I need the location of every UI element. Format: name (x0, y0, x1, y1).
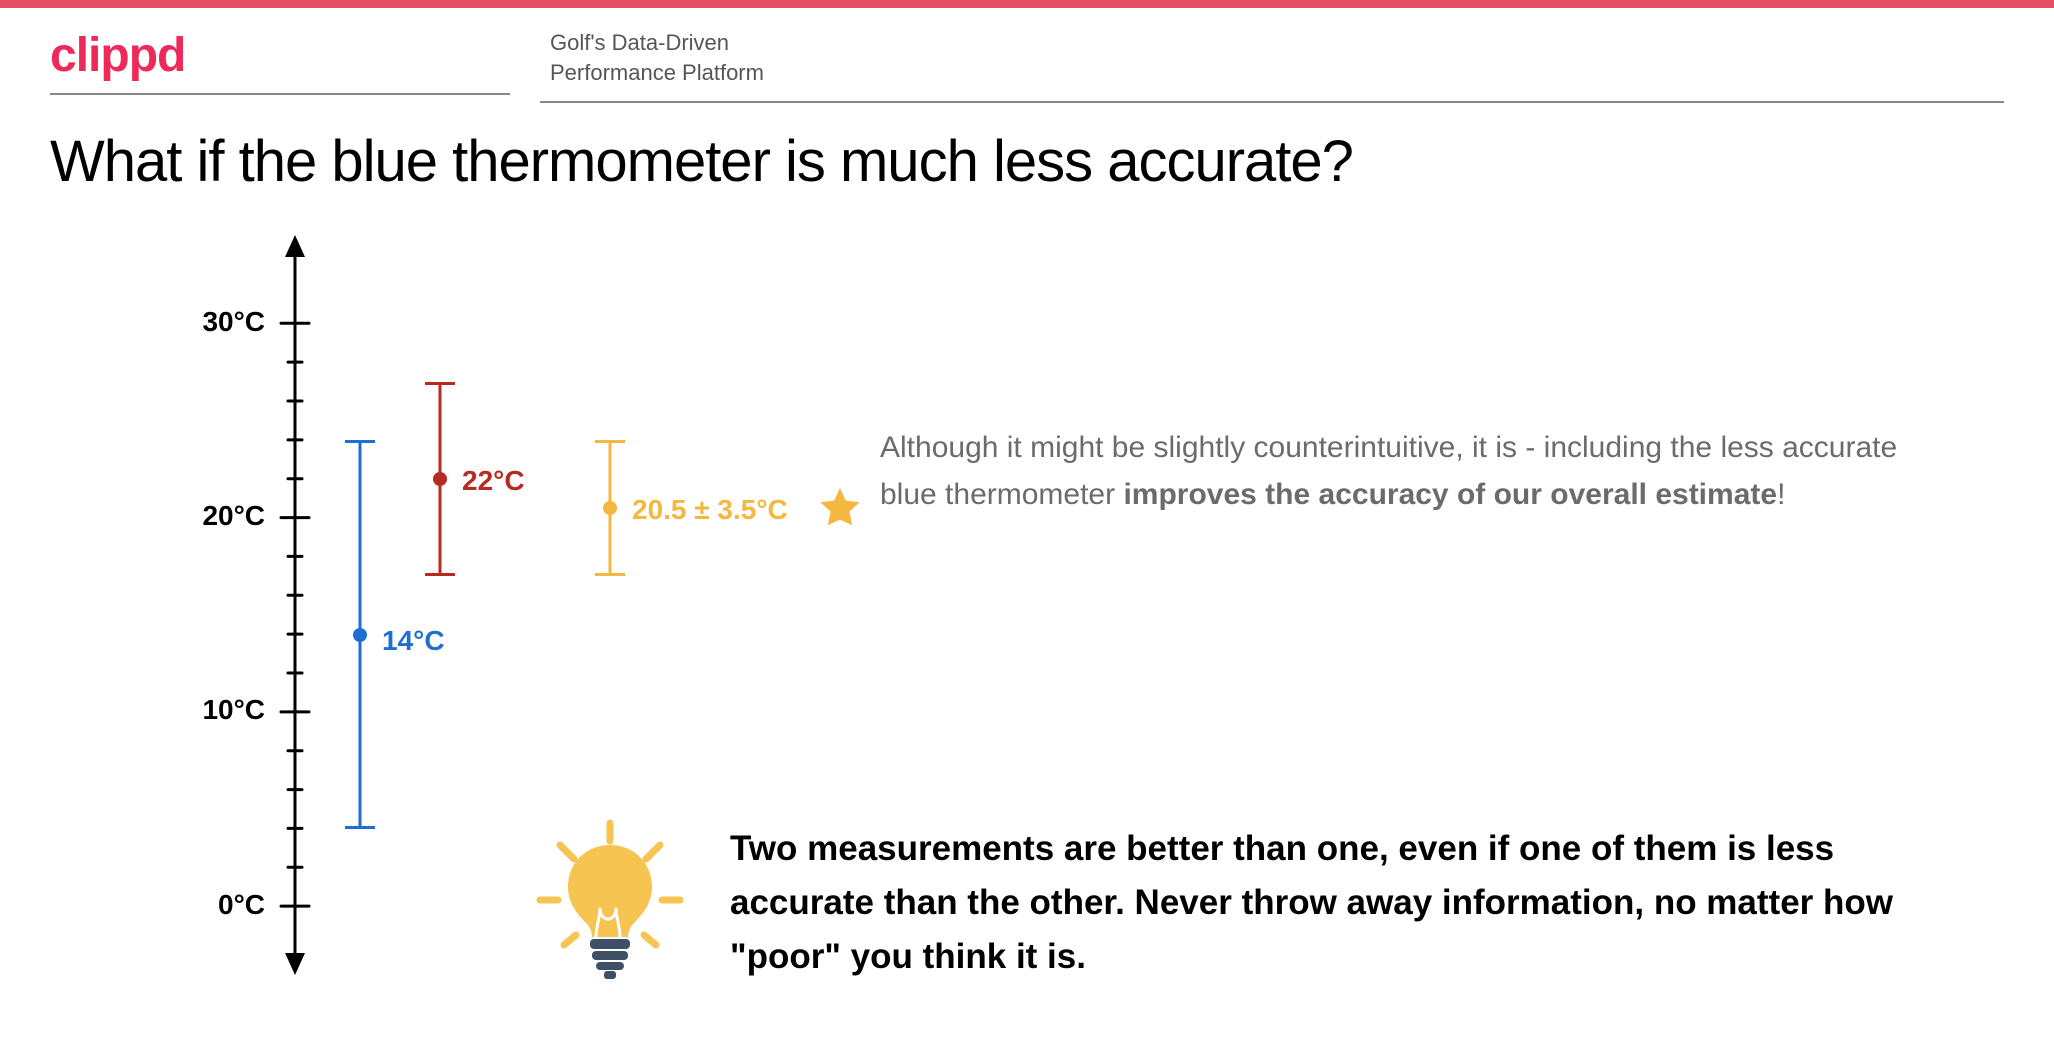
logo: clippd (50, 28, 510, 95)
content: 0°C10°C20°C30°C14°C22°C20.5 ± 3.5°C Alth… (0, 215, 2054, 235)
tagline: Golf's Data-Driven Performance Platform (540, 28, 2004, 103)
errorbar-label-blue: 14°C (382, 625, 445, 657)
axis-tick-label: 20°C (150, 500, 265, 532)
tagline-line2: Performance Platform (550, 60, 764, 85)
errorbar-red (425, 382, 455, 576)
explain-post: ! (1777, 478, 1785, 511)
errorbar-blue (345, 440, 375, 829)
header: clippd Golf's Data-Driven Performance Pl… (0, 8, 2054, 103)
axis-tick-label: 0°C (150, 889, 265, 921)
page-title: What if the blue thermometer is much les… (0, 103, 2054, 215)
errorbar-yellow (595, 440, 625, 576)
axis-tick-label: 10°C (150, 694, 265, 726)
top-accent-bar (0, 0, 2054, 8)
star-icon (816, 484, 864, 532)
explain-bold: improves the accuracy of our overall est… (1123, 478, 1777, 511)
takeaway-row: Two measurements are better than one, ev… (530, 815, 1930, 990)
axis-tick-label: 30°C (150, 306, 265, 338)
takeaway-text: Two measurements are better than one, ev… (730, 822, 1930, 985)
tagline-line1: Golf's Data-Driven (550, 30, 729, 55)
errorbar-label-yellow: 20.5 ± 3.5°C (632, 494, 788, 526)
explanation-text: Although it might be slightly counterint… (880, 425, 1950, 518)
lightbulb-icon (530, 815, 690, 990)
errorbar-label-red: 22°C (462, 465, 525, 497)
